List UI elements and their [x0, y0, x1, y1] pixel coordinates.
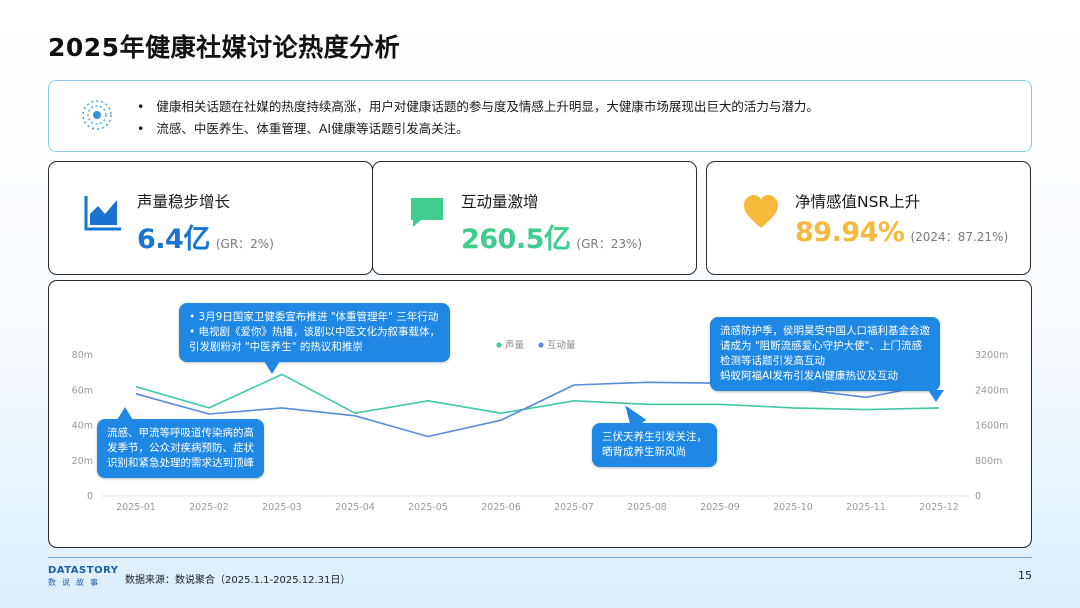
left-axis-tick-label: 40m: [72, 421, 93, 432]
callout-line: 晒背成养生新风尚: [602, 446, 686, 458]
callout-tail: [117, 407, 133, 420]
right-axis-tick-label: 800m: [975, 456, 1002, 467]
kpi-label: 互动量激增: [461, 193, 539, 211]
callout-line: 引发剧粉对 "中医养生" 的热议和推崇: [189, 341, 363, 353]
legend-marker: [538, 342, 544, 348]
kpi-label: 声量稳步增长: [137, 193, 231, 211]
summary-bullets: 健康相关话题在社媒的热度持续高涨，用户对健康话题的参与度及情感上升明显，大健康市…: [137, 96, 819, 140]
summary-box: 健康相关话题在社媒的热度持续高涨，用户对健康话题的参与度及情感上升明显，大健康市…: [48, 80, 1032, 152]
right-axis-tick-label: 0: [975, 491, 981, 502]
kpi-value-wrap: 89.94% (2024：87.21%): [795, 217, 1008, 248]
callout-line: 流感防护季，侯明昊受中国人口福利基金会邀: [720, 325, 930, 337]
kpi-value: 89.94%: [795, 217, 905, 248]
kpi-value: 6.4亿: [137, 224, 210, 255]
callout-line: 检测等话题引发高互动: [720, 355, 825, 367]
x-axis-tick-label: 2025-12: [919, 502, 959, 513]
logo-subtext: 数说故事: [48, 578, 104, 587]
callout-line: 蚂蚁阿福AI发布引发AI健康热议及互动: [720, 370, 899, 382]
kpi-card-interaction: 互动量激增 260.5亿 (GR：23%): [372, 161, 697, 275]
x-axis-tick-label: 2025-01: [116, 502, 156, 513]
kpi-value-wrap: 260.5亿 (GR：23%): [461, 217, 642, 256]
logo-text: DATASTORY: [48, 565, 119, 576]
kpi-sub: (GR：2%): [215, 237, 274, 251]
left-axis-tick-label: 80m: [72, 350, 93, 361]
heart-icon: [744, 195, 778, 228]
legend-label: 互动量: [547, 340, 576, 351]
x-axis-tick-label: 2025-02: [189, 502, 229, 513]
left-axis-tick-label: 0: [87, 491, 93, 502]
footer-divider: [48, 557, 1032, 558]
right-axis-tick-label: 3200m: [975, 350, 1008, 361]
callout-line: 流感、甲流等呼吸道传染病的高: [107, 427, 254, 439]
right-axis-tick-label: 2400m: [975, 385, 1008, 396]
callout-line: • 3月9日国家卫健委宣布推进 "体重管理年" 三年行动: [189, 311, 439, 323]
kpi-sub: (2024：87.21%): [910, 230, 1009, 244]
page-title: 2025年健康社媒讨论热度分析: [48, 33, 401, 62]
right-axis-tick-label: 1600m: [975, 421, 1008, 432]
series-line-volume: [135, 373, 940, 414]
x-axis-tick-label: 2025-03: [262, 502, 302, 513]
area-chart-icon: [84, 196, 121, 231]
chart-panel: 0 20m 40m 60m 80m 0 800m 1600m 2400m 3200m 2025-01…: [48, 280, 1032, 548]
kpi-label: 净情感值NSR上升: [795, 193, 921, 211]
callout-line: 识别和紧急处理的需求达到顶峰: [107, 457, 254, 469]
callout-line: • 电视剧《爱你》热播，该剧以中医文化为叙事载体，: [189, 326, 441, 338]
kpi-sub: (GR：23%): [576, 237, 643, 251]
callout-line: 发季节，公众对疾病预防、症状: [107, 442, 254, 454]
left-axis-tick-label: 60m: [72, 385, 93, 396]
callout-tail: [928, 390, 944, 402]
x-axis-tick-label: 2025-11: [846, 502, 886, 513]
callout-july: 三伏天养生引发关注， 晒背成养生新风尚: [592, 400, 717, 467]
legend-marker: [496, 342, 502, 348]
x-axis-tick-label: 2025-04: [335, 502, 375, 513]
x-axis-tick-label: 2025-05: [408, 502, 448, 513]
summary-bullet: 流感、中医养生、体重管理、AI健康等话题引发高关注。: [137, 118, 819, 140]
kpi-value: 260.5亿: [461, 224, 571, 255]
callout-march: • 3月9日国家卫健委宣布推进 "体重管理年" 三年行动 • 电视剧《爱你》热播…: [179, 303, 451, 374]
kpi-card-volume: 声量稳步增长 6.4亿 (GR：2%): [48, 161, 373, 275]
page-number: 15: [1018, 569, 1032, 582]
callout-line: 请成为 "阻断流感爱心守护大使"、上门流感: [720, 340, 922, 352]
radar-target-icon: [82, 100, 112, 130]
kpi-value-wrap: 6.4亿 (GR：2%): [137, 217, 274, 256]
x-axis-tick-label: 2025-06: [481, 502, 521, 513]
callout-tail: [264, 361, 280, 374]
x-axis-tick-label: 2025-08: [627, 502, 667, 513]
x-axis-tick-label: 2025-09: [700, 502, 740, 513]
data-source: 数据来源：数说聚合（2025.1.1-2025.12.31日）: [125, 575, 351, 586]
callout-january: 流感、甲流等呼吸道传染病的高 发季节，公众对疾病预防、症状 识别和紧急处理的需求…: [97, 407, 264, 478]
legend-label: 声量: [505, 339, 525, 351]
summary-bullet: 健康相关话题在社媒的热度持续高涨，用户对健康话题的参与度及情感上升明显，大健康市…: [137, 96, 819, 118]
left-axis-tick-label: 20m: [72, 456, 93, 467]
datastory-logo: DATASTORY 数说故事: [48, 565, 122, 591]
kpi-card-sentiment: 净情感值NSR上升 89.94% (2024：87.21%): [706, 161, 1031, 275]
callout-line: 三伏天养生引发关注，: [602, 431, 707, 443]
x-axis-tick-label: 2025-10: [773, 502, 813, 513]
chat-bubble-icon: [411, 198, 443, 227]
callout-december: 流感防护季，侯明昊受中国人口福利基金会邀 请成为 "阻断流感爱心守护大使"、上门…: [710, 317, 944, 402]
x-axis-tick-label: 2025-07: [554, 502, 594, 513]
